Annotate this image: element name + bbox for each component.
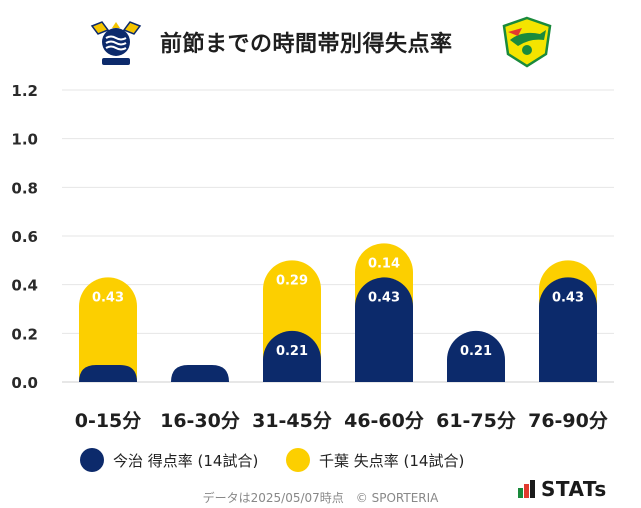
x-tick-label: 46-60分 (344, 410, 424, 432)
stats-brand-text: STATs (541, 477, 607, 501)
stats-brand: STATs (517, 477, 607, 501)
y-tick-label: 1.0 (11, 131, 38, 149)
legend-swatch-imabari (80, 448, 104, 472)
data-label-imabari: 0.21 (276, 344, 308, 359)
bar-imabari (171, 365, 229, 382)
chart-area: 0.0 0.2 0.4 0.6 0.8 1.0 1.2 0.43 0-15分 16-30分 0.29… (0, 0, 641, 445)
data-label-imabari: 0.21 (460, 344, 492, 359)
x-tick-label: 61-75分 (436, 410, 516, 432)
stats-logo-icon (517, 479, 537, 499)
x-tick-label: 31-45分 (252, 410, 332, 432)
y-tick-label: 0.8 (11, 179, 38, 197)
data-label-chiba: 0.43 (92, 290, 124, 305)
data-label-imabari: 0.43 (368, 290, 400, 305)
legend: 今治 得点率 (14試合) 千葉 失点率 (14試合) (0, 448, 641, 476)
x-tick-label: 76-90分 (528, 410, 608, 432)
legend-label-imabari: 今治 得点率 (14試合) (113, 450, 258, 471)
legend-item-chiba: 千葉 失点率 (14試合) (286, 448, 464, 472)
y-tick-label: 0.4 (11, 277, 38, 295)
legend-item-imabari: 今治 得点率 (14試合) (80, 448, 258, 472)
x-tick-label: 0-15分 (75, 410, 142, 432)
y-tick-label: 1.2 (11, 82, 38, 100)
y-tick-label: 0.6 (11, 228, 38, 246)
bar-imabari (79, 365, 137, 382)
data-label-chiba: 0.14 (368, 256, 400, 271)
legend-swatch-chiba (286, 448, 310, 472)
y-tick-label: 0.0 (11, 374, 38, 392)
x-tick-label: 16-30分 (160, 410, 240, 432)
y-tick-label: 0.2 (11, 325, 38, 343)
data-label-chiba: 0.29 (276, 273, 308, 288)
data-label-imabari: 0.43 (552, 290, 584, 305)
legend-label-chiba: 千葉 失点率 (14試合) (319, 450, 464, 471)
